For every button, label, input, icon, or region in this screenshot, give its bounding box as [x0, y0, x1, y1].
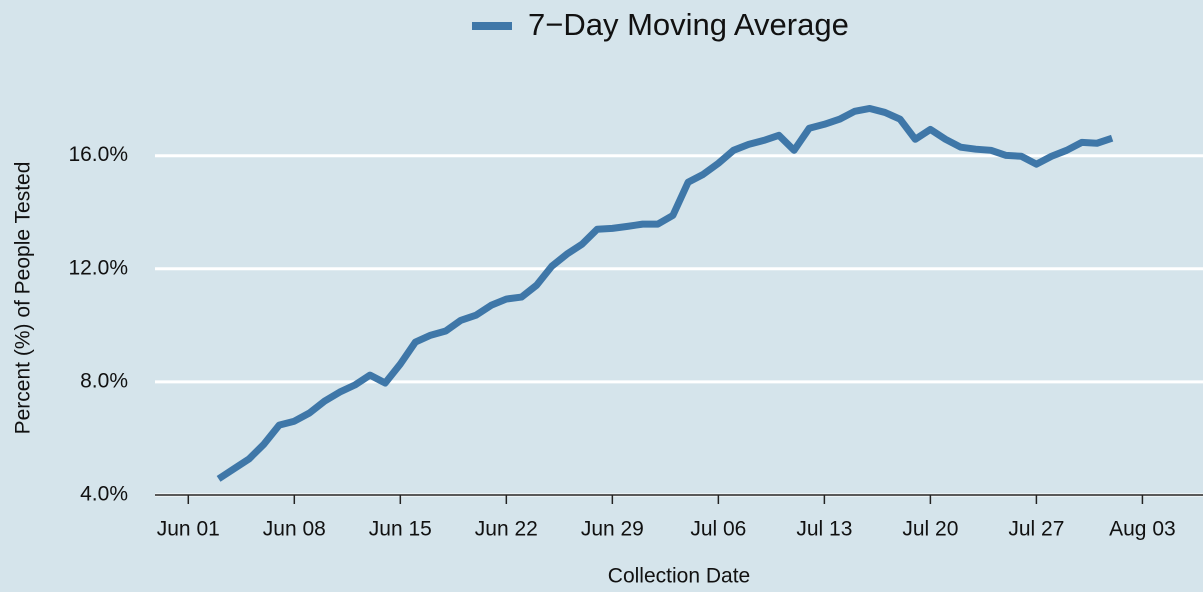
y-tick-label: 12.0%: [68, 256, 128, 279]
x-tick-label: Jul 06: [690, 518, 746, 541]
x-tick-label: Jun 29: [581, 518, 644, 541]
data-line: [216, 104, 1114, 482]
x-tick-label: Jun 22: [475, 518, 538, 541]
x-tick-label: Aug 03: [1109, 518, 1176, 541]
x-tick-label: Jun 08: [263, 518, 326, 541]
x-tick-label: Jul 27: [1008, 518, 1064, 541]
y-tick-label: 8.0%: [80, 369, 128, 392]
x-tick-label: Jul 13: [796, 518, 852, 541]
y-tick-label: 16.0%: [68, 143, 128, 166]
y-axis-title: Percent (%) of People Tested: [12, 162, 35, 435]
x-axis-title: Collection Date: [608, 565, 750, 588]
x-tick-label: Jun 01: [157, 518, 220, 541]
y-tick-label: 4.0%: [80, 483, 128, 506]
x-tick-label: Jun 15: [369, 518, 432, 541]
legend-label: 7−Day Moving Average: [528, 7, 849, 42]
x-tick-label: Jul 20: [902, 518, 958, 541]
